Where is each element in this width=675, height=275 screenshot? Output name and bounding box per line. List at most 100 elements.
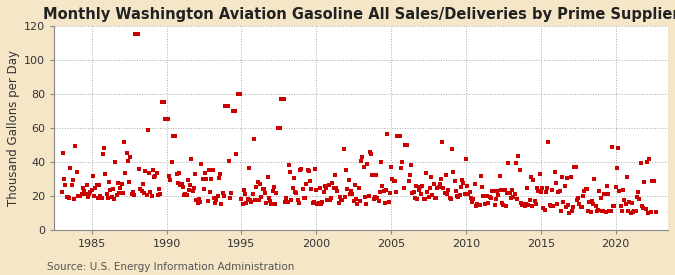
Point xyxy=(644,157,655,161)
Point xyxy=(200,171,211,175)
Point xyxy=(593,208,603,213)
Text: Source: U.S. Energy Information Administration: Source: U.S. Energy Information Administ… xyxy=(47,262,294,272)
Point xyxy=(160,117,171,122)
Point xyxy=(587,198,597,203)
Point xyxy=(148,175,159,179)
Point xyxy=(294,200,304,205)
Point xyxy=(221,104,232,108)
Point xyxy=(512,196,522,201)
Point xyxy=(371,173,381,177)
Point xyxy=(99,145,109,150)
Point xyxy=(185,183,196,187)
Point xyxy=(122,159,133,164)
Point xyxy=(298,196,309,200)
Point xyxy=(72,170,82,174)
Point xyxy=(92,196,103,201)
Point xyxy=(481,193,491,198)
Point xyxy=(306,186,317,191)
Point xyxy=(340,194,350,199)
Point xyxy=(341,168,352,172)
Point xyxy=(462,183,472,188)
Point xyxy=(252,180,263,185)
Point xyxy=(69,197,80,201)
Point xyxy=(159,100,169,104)
Point xyxy=(558,200,568,204)
Point xyxy=(508,194,519,199)
Point xyxy=(432,185,443,190)
Point xyxy=(523,203,534,207)
Point xyxy=(648,178,659,183)
Point xyxy=(246,200,256,204)
Point xyxy=(489,203,500,207)
Point xyxy=(354,199,365,204)
Point xyxy=(209,196,219,201)
Point xyxy=(448,169,459,174)
Point xyxy=(628,210,639,214)
Point xyxy=(514,168,525,172)
Point xyxy=(82,195,93,199)
Point xyxy=(550,181,561,185)
Point xyxy=(403,178,414,183)
Point xyxy=(344,191,355,196)
Point xyxy=(178,185,188,189)
Point xyxy=(513,154,524,158)
Point xyxy=(457,178,468,182)
Point xyxy=(637,204,647,208)
Point xyxy=(580,187,591,191)
Point xyxy=(348,199,359,203)
Point xyxy=(262,175,273,179)
Point xyxy=(601,184,612,189)
Point xyxy=(145,190,156,195)
Point xyxy=(331,186,342,190)
Point xyxy=(529,199,540,203)
Point xyxy=(337,198,348,202)
Point xyxy=(376,160,387,164)
Point xyxy=(423,195,434,199)
Point xyxy=(245,198,256,202)
Point xyxy=(562,176,572,180)
Point xyxy=(541,185,552,190)
Point xyxy=(447,147,458,151)
Point xyxy=(181,193,192,197)
Point xyxy=(620,202,631,207)
Point xyxy=(416,192,427,196)
Point xyxy=(322,198,333,203)
Point xyxy=(591,209,602,213)
Point xyxy=(259,187,269,191)
Point xyxy=(575,205,586,210)
Point xyxy=(275,126,286,130)
Point xyxy=(541,189,551,194)
Point xyxy=(564,210,575,215)
Point xyxy=(242,197,253,202)
Point xyxy=(267,188,278,193)
Point xyxy=(113,191,124,196)
Point xyxy=(638,205,649,210)
Point xyxy=(182,178,193,183)
Point xyxy=(241,201,252,206)
Point xyxy=(332,189,343,194)
Point xyxy=(201,177,212,182)
Point xyxy=(516,200,526,205)
Point xyxy=(230,109,240,113)
Point xyxy=(90,186,101,190)
Point xyxy=(147,168,158,172)
Point xyxy=(307,201,318,205)
Point xyxy=(217,191,228,196)
Point xyxy=(176,182,187,187)
Point xyxy=(639,180,650,184)
Point xyxy=(329,173,340,178)
Point xyxy=(188,189,198,194)
Point xyxy=(254,182,265,186)
Point xyxy=(485,196,496,200)
Point xyxy=(392,134,403,139)
Point xyxy=(583,209,593,213)
Point xyxy=(136,189,147,193)
Point xyxy=(454,192,465,197)
Point xyxy=(568,205,578,209)
Point xyxy=(95,194,106,199)
Point xyxy=(215,172,225,176)
Point xyxy=(472,202,483,206)
Point xyxy=(630,209,641,213)
Point xyxy=(543,139,554,144)
Point xyxy=(165,178,176,183)
